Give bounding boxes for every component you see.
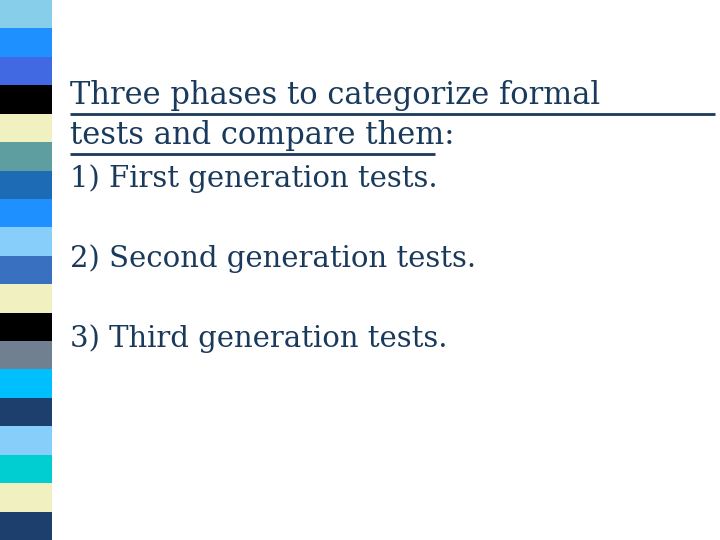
Bar (0, 85, 52, 114)
Bar (0, 227, 52, 256)
Text: 2) Second generation tests.: 2) Second generation tests. (70, 244, 476, 273)
Bar (0, 455, 52, 483)
Text: 3) Third generation tests.: 3) Third generation tests. (70, 324, 448, 353)
Bar (0, 171, 52, 199)
Bar (0, 313, 52, 341)
Bar (0, 398, 52, 426)
Text: 1) First generation tests.: 1) First generation tests. (70, 164, 438, 193)
Bar (0, 29, 52, 57)
Text: Three phases to categorize formal: Three phases to categorize formal (70, 80, 600, 111)
Bar (0, 511, 52, 540)
Bar (0, 426, 52, 455)
Bar (0, 341, 52, 369)
Bar (0, 142, 52, 171)
Bar (0, 57, 52, 85)
Bar (0, 483, 52, 511)
Bar (0, 369, 52, 398)
Bar (0, 199, 52, 227)
Bar (0, 0, 52, 29)
Bar (0, 284, 52, 313)
Bar (0, 256, 52, 284)
Text: tests and compare them:: tests and compare them: (70, 120, 454, 151)
Bar (0, 114, 52, 142)
